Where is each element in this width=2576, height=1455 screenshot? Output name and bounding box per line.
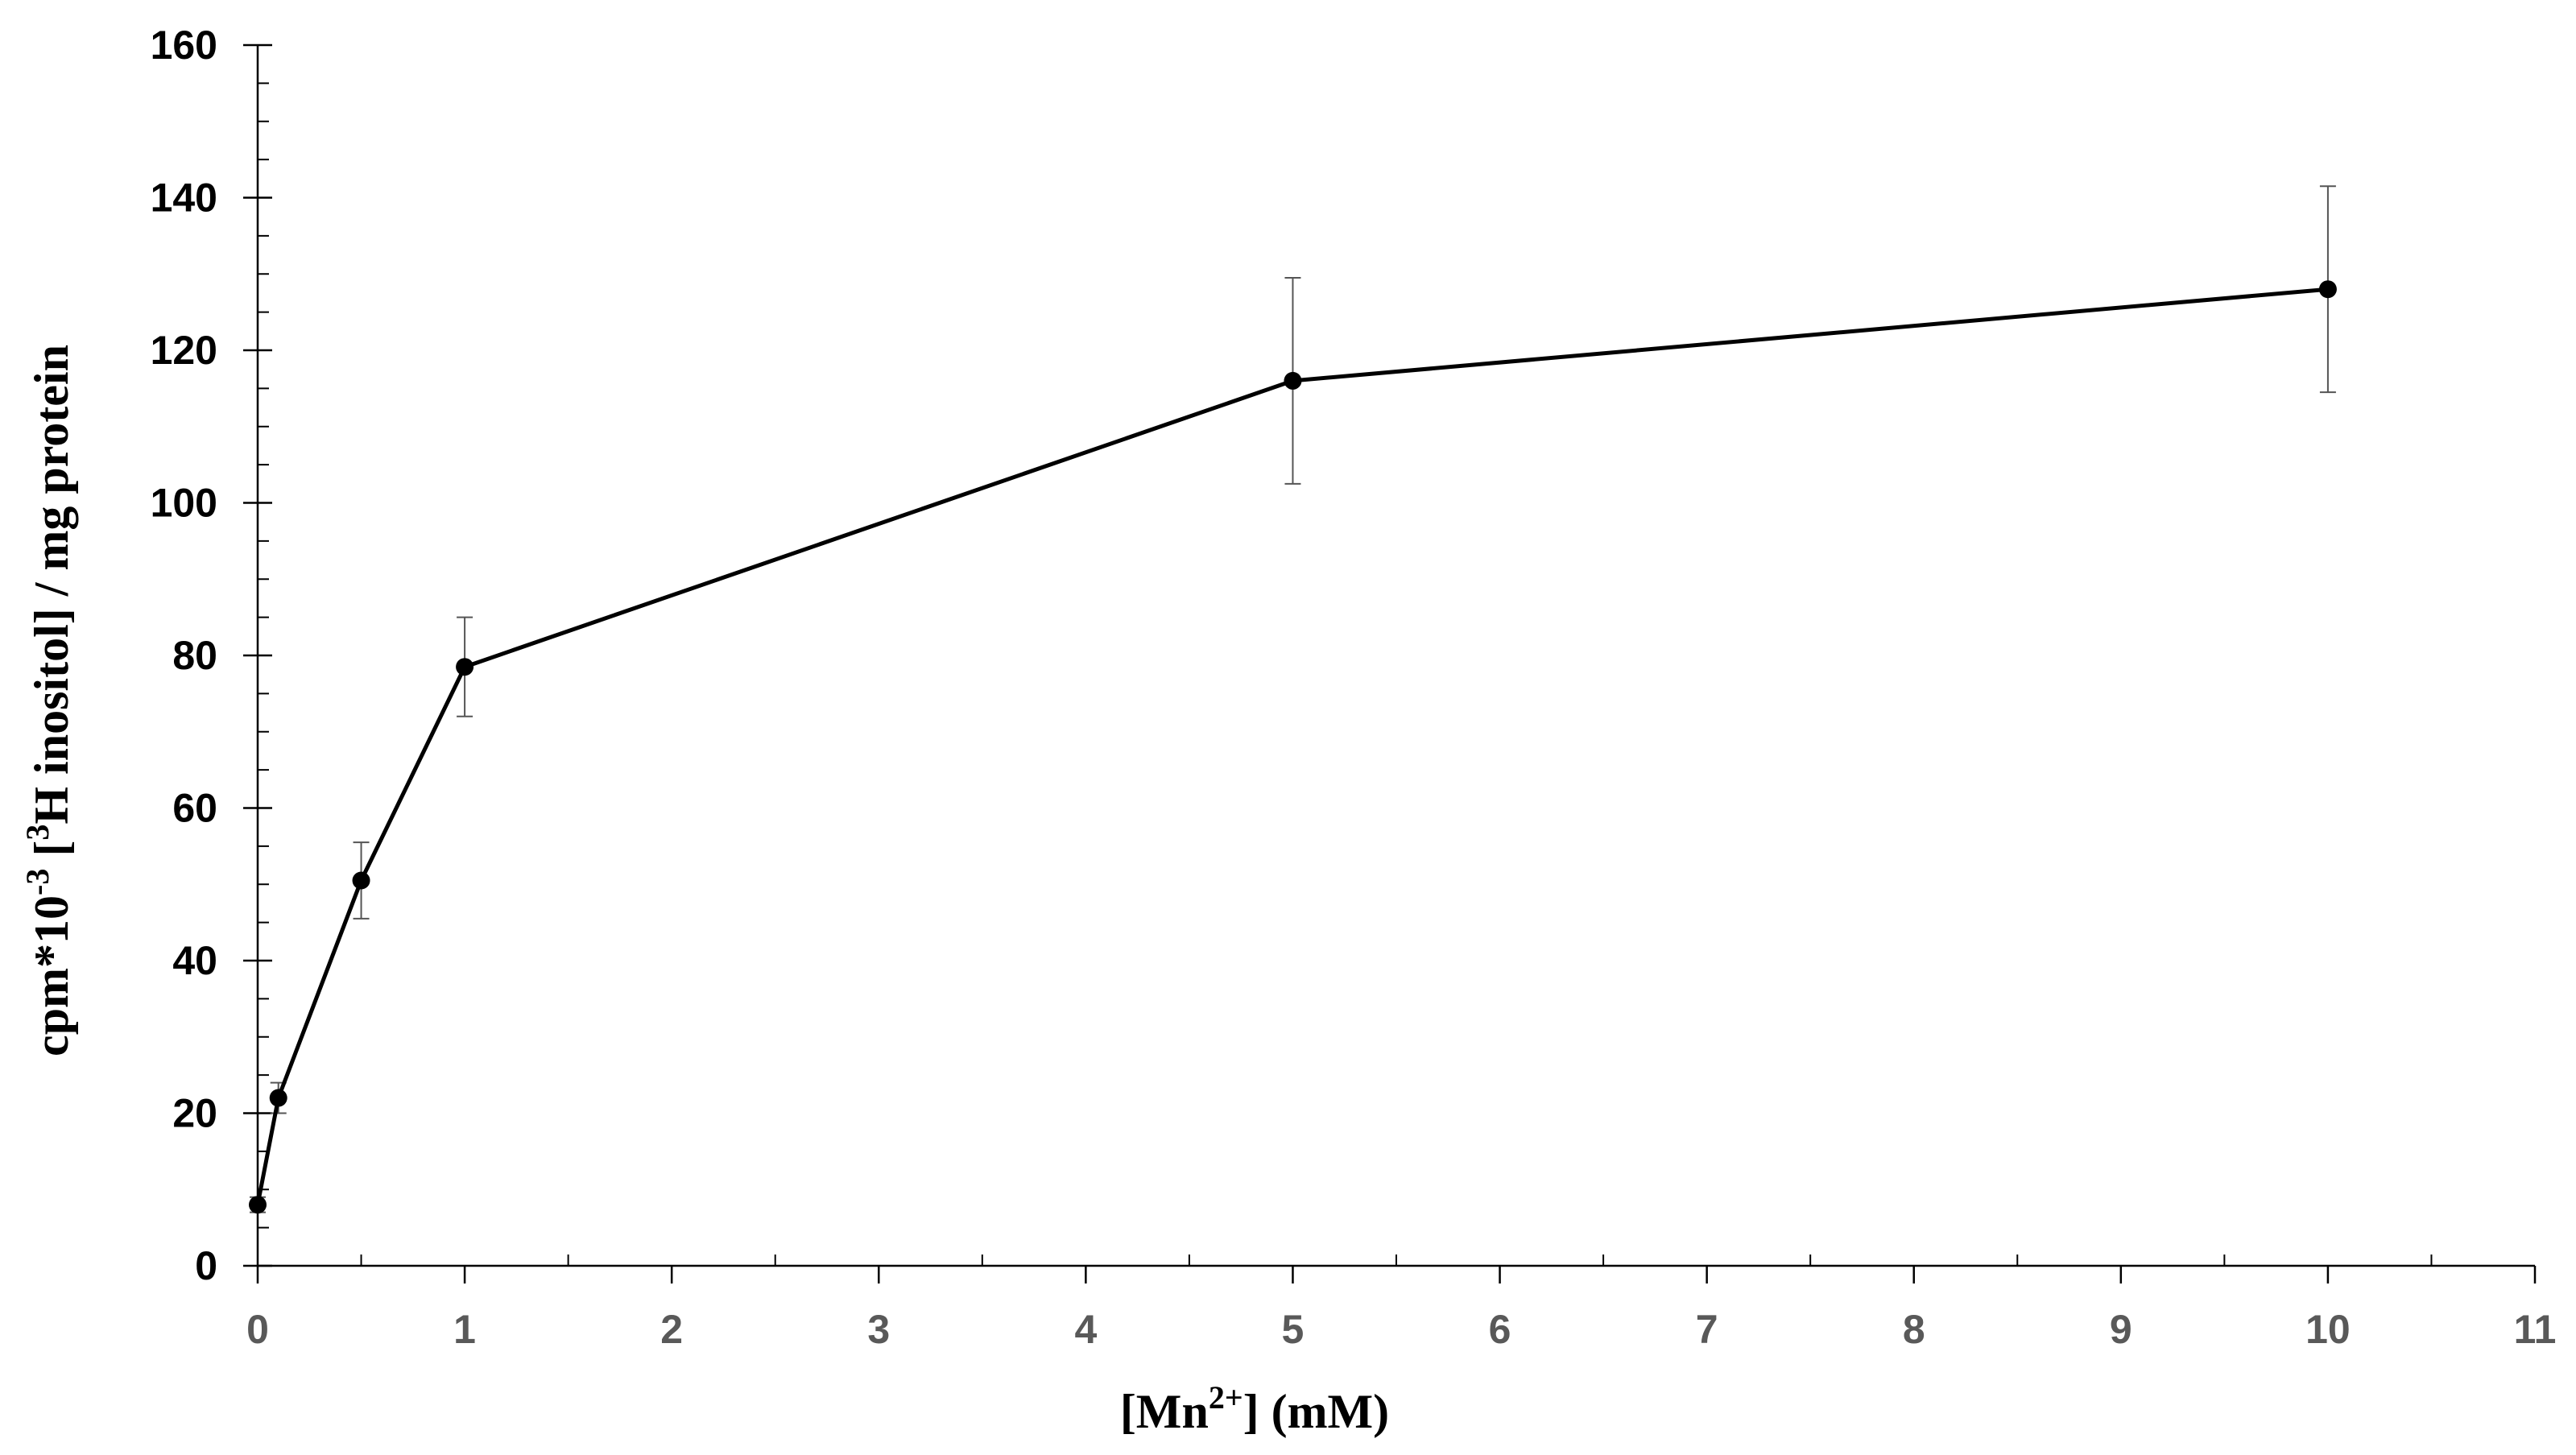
y-tick-label: 60 [172,786,217,831]
data-point [2318,280,2337,299]
x-tick-label: 2 [660,1307,683,1352]
data-point [269,1089,287,1107]
y-tick-label: 120 [151,328,217,373]
data-point [352,871,370,890]
x-tick-label: 9 [2110,1307,2132,1352]
y-tick-label: 20 [172,1091,217,1136]
x-tick-label: 7 [1696,1307,1718,1352]
data-point [456,658,474,676]
y-tick-label: 100 [151,481,217,526]
data-lines [255,287,2329,1205]
axes [256,45,2535,1267]
x-tick-label: 0 [246,1307,269,1352]
x-tick-label: 4 [1074,1307,1097,1352]
x-axis-title: [Mn2+] (mM) [1120,1379,1389,1438]
y-tick-label: 0 [195,1243,217,1288]
y-tick-label: 140 [151,176,217,221]
y-tick-label: 160 [151,23,217,68]
error-bars [250,185,2336,1213]
data-point [1284,371,1302,390]
y-tick-label: 80 [172,633,217,678]
ticks: 0 20 40 60 80 100 120 140 160 0 1 2 3 4 5 6 7 8 9 10 11 [151,23,2557,1352]
data-point [249,1196,267,1214]
y-tick-label: 40 [172,938,217,983]
y-axis-title: cpm*10-3 [3H inositol] / mg protein [19,345,78,1056]
data-points [249,280,2337,1214]
x-tick-label: 11 [2514,1307,2557,1352]
x-tick-label: 1 [453,1307,476,1352]
x-tick-label: 10 [2305,1307,2351,1352]
x-tick-label: 8 [1903,1307,1925,1352]
x-tick-label: 5 [1282,1307,1305,1352]
x-tick-label: 3 [867,1307,890,1352]
series-line [255,287,2329,1205]
x-tick-label: 6 [1489,1307,1511,1352]
